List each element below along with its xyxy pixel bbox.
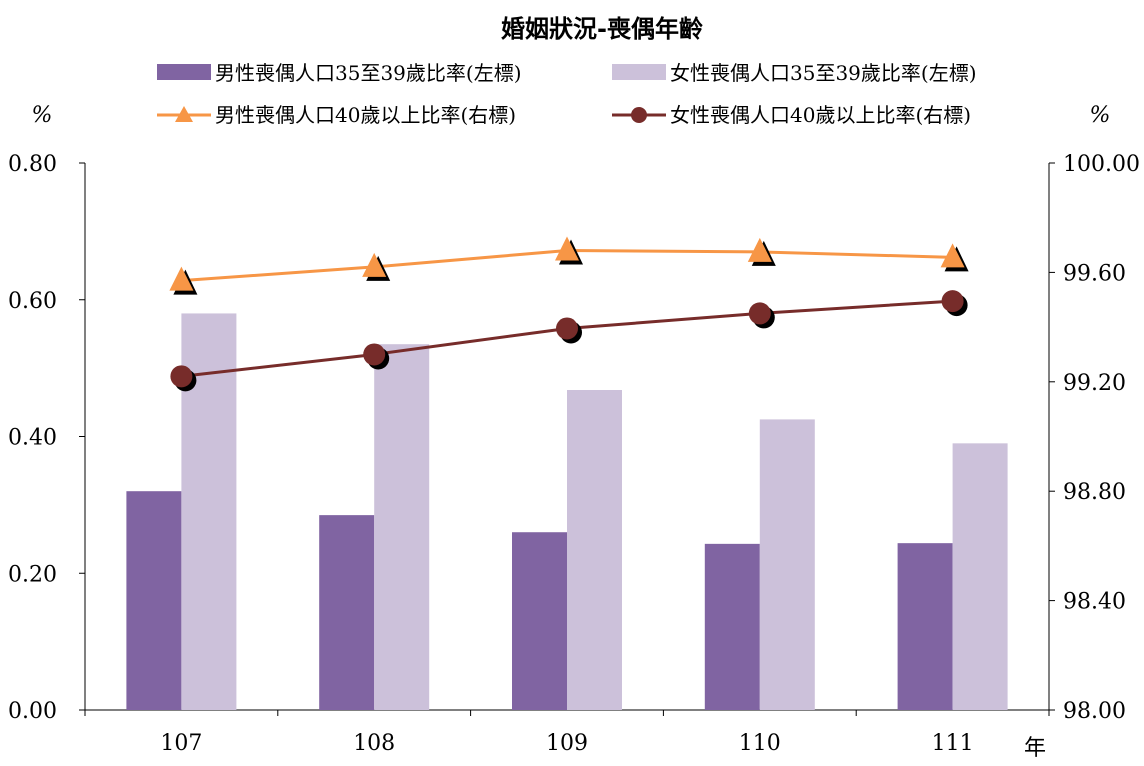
right-tick-label: 98.80 [1063,480,1126,505]
axes-group: 0.00 0.20 0.40 0.60 0.80 98.00 98.40 98.80 99.20… [8,152,1140,756]
marker-male-40plus [169,266,194,291]
marker-male-40plus [747,237,772,262]
bar-male-35-39 [126,491,182,710]
marker-female-40plus [941,290,964,313]
legend-marker-female-40plus [631,107,647,123]
bar-male-35-39 [704,543,760,710]
bars-group [126,313,1008,710]
left-tick-label: 0.20 [8,562,57,587]
x-tick-label: 109 [546,731,588,756]
right-tick-label: 98.40 [1063,590,1126,615]
legend-label-male-35-39: 男性喪偶人口35至39歲比率(左標) [215,61,522,85]
x-tick-label: 107 [160,731,202,756]
bar-female-35-39 [374,344,430,710]
bar-male-35-39 [897,543,953,710]
right-tick-label: 99.60 [1063,261,1126,286]
bar-female-35-39 [952,443,1008,710]
legend-label-male-40plus: 男性喪偶人口40歲以上比率(右標) [215,103,516,127]
right-axis-unit: % [1090,103,1111,128]
bar-male-35-39 [319,515,375,710]
left-tick-label: 0.60 [8,289,57,314]
x-tick-label: 111 [932,731,974,756]
legend-swatch-female-35-39 [612,64,666,80]
left-axis-unit: % [32,103,53,128]
right-tick-label: 98.00 [1063,699,1126,724]
marker-male-40plus [555,236,579,261]
marker-male-40plus [362,252,387,277]
bar-female-35-39 [759,419,815,710]
bar-male-35-39 [512,532,567,710]
bar-female-35-39 [567,390,622,710]
legend-marker-male-40plus [175,106,193,122]
marker-female-40plus [556,317,578,340]
legend-label-female-35-39: 女性喪偶人口35至39歲比率(左標) [670,61,977,85]
right-tick-label: 100.00 [1063,152,1140,177]
x-axis-label: 年 [1024,736,1046,761]
legend-label-female-40plus: 女性喪偶人口40歲以上比率(右標) [670,103,971,127]
marker-male-40plus [940,243,965,268]
left-tick-label: 0.00 [8,699,57,724]
x-tick-label: 110 [739,731,781,756]
marker-female-40plus [748,302,771,325]
x-tick-label: 108 [353,731,395,756]
left-tick-label: 0.40 [8,426,57,451]
marker-female-40plus [363,343,386,366]
lines-group [169,236,969,392]
marker-female-40plus [170,365,193,388]
chart-title: 婚姻狀況-喪偶年齡 [501,15,703,43]
legend-swatch-male-35-39 [157,64,211,80]
left-tick-label: 0.80 [8,152,57,177]
right-tick-label: 99.20 [1063,371,1126,396]
